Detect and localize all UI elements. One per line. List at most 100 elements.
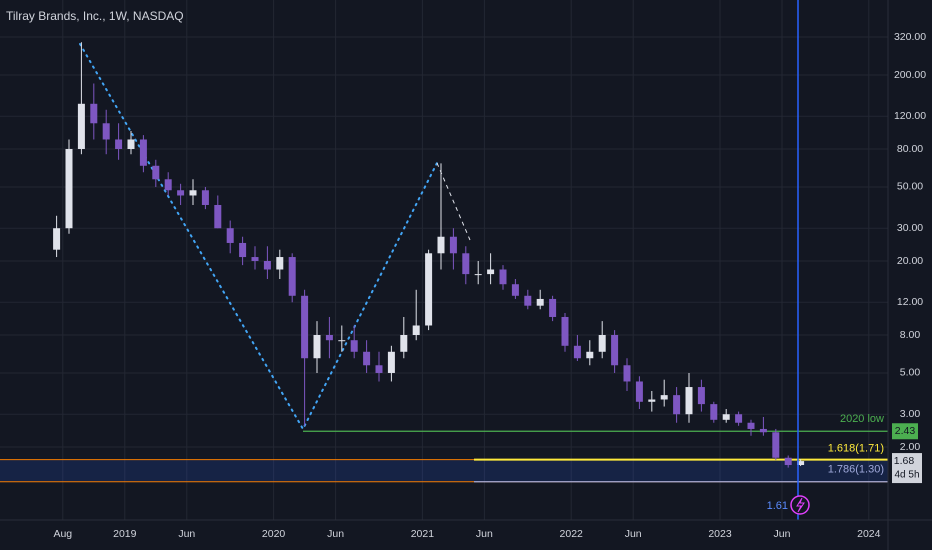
candle-body bbox=[412, 325, 420, 336]
candle-body bbox=[797, 461, 805, 466]
candle-body bbox=[387, 351, 395, 373]
y-tick-label: 120.00 bbox=[894, 110, 926, 122]
levels: 2020 low 1.618(1.71) 1.786(1.30) bbox=[0, 413, 888, 483]
candle-body bbox=[722, 414, 730, 420]
candle-body bbox=[660, 395, 668, 400]
candle-body bbox=[474, 274, 482, 276]
last-price-tag bbox=[892, 453, 922, 484]
countdown-label: 4d 5h bbox=[894, 470, 919, 481]
candle-body bbox=[325, 335, 333, 341]
candle-body bbox=[425, 253, 433, 326]
candle-body bbox=[623, 365, 631, 382]
candle-body bbox=[139, 139, 147, 166]
x-tick-label: Jun bbox=[774, 528, 791, 540]
harmonic-pattern bbox=[79, 43, 438, 432]
y-tick-label: 320.00 bbox=[894, 31, 926, 43]
x-tick-label: 2022 bbox=[560, 528, 584, 540]
candle-body bbox=[363, 351, 371, 366]
y-tick-label: 80.00 bbox=[897, 143, 923, 155]
candle-body bbox=[772, 432, 780, 458]
x-tick-label: Jun bbox=[476, 528, 493, 540]
x-tick-label: Jun bbox=[327, 528, 344, 540]
candle-body bbox=[214, 204, 222, 229]
candle-body bbox=[338, 340, 346, 342]
candle-body bbox=[511, 284, 519, 296]
y-tick-label: 12.00 bbox=[897, 296, 923, 308]
candle-body bbox=[102, 123, 110, 140]
x-tick-label: 2020 bbox=[262, 528, 286, 540]
candle-body bbox=[276, 257, 284, 270]
level-label: 2020 low bbox=[840, 413, 884, 425]
candle-body bbox=[635, 381, 643, 402]
candle-body bbox=[127, 139, 135, 149]
candle-body bbox=[400, 335, 408, 352]
y-tick-label: 2.00 bbox=[900, 441, 921, 453]
candle-body bbox=[499, 269, 507, 285]
candle-body bbox=[611, 335, 619, 366]
fib-zone bbox=[0, 459, 888, 482]
x-tick-label: 2023 bbox=[708, 528, 732, 540]
candle-body bbox=[697, 387, 705, 405]
alert-label: 1.61 bbox=[767, 500, 788, 512]
x-tick-label: 2019 bbox=[113, 528, 137, 540]
axes: 320.00 200.00 120.00 80.00 50.00 30.00 20.00 12… bbox=[53, 31, 926, 540]
y-tick-label: 8.00 bbox=[900, 329, 921, 341]
chart-title: Tilray Brands, Inc., 1W, NASDAQ bbox=[6, 9, 184, 23]
candle-body bbox=[53, 228, 61, 250]
candle-body bbox=[313, 335, 321, 359]
candle-body bbox=[735, 414, 743, 423]
y-tick-label: 5.00 bbox=[900, 367, 921, 379]
y-tick-label: 200.00 bbox=[894, 69, 926, 81]
candle-body bbox=[648, 399, 656, 402]
candle-body bbox=[673, 395, 681, 415]
candle-body bbox=[77, 103, 85, 149]
candle-body bbox=[239, 242, 247, 258]
candle-body bbox=[288, 257, 296, 296]
x-tick-label: 2021 bbox=[411, 528, 435, 540]
last-price-label: 1.68 bbox=[894, 455, 915, 467]
candle-body bbox=[573, 345, 581, 359]
candle-body bbox=[152, 165, 160, 180]
x-tick-label: Jun bbox=[625, 528, 642, 540]
candle-body bbox=[226, 228, 234, 243]
alert-icon[interactable] bbox=[790, 495, 810, 515]
level-label: 1.618(1.71) bbox=[828, 443, 884, 455]
x-tick-label: 2024 bbox=[857, 528, 881, 540]
candle-body bbox=[251, 257, 259, 261]
alert-bolt bbox=[796, 497, 805, 513]
candle-body bbox=[487, 269, 495, 275]
candle-body bbox=[549, 298, 557, 317]
candle-body bbox=[598, 335, 606, 352]
y-tick-label: 50.00 bbox=[897, 181, 923, 193]
y-tick-label: 20.00 bbox=[897, 255, 923, 267]
candle-body bbox=[90, 103, 98, 124]
candle-body bbox=[350, 340, 358, 352]
candle-body bbox=[710, 404, 718, 420]
candle-body bbox=[685, 387, 693, 415]
level-price-tag bbox=[892, 423, 918, 440]
candle-body bbox=[437, 236, 445, 254]
candle-body bbox=[375, 365, 383, 373]
candle-body bbox=[301, 295, 309, 359]
candle-body bbox=[65, 148, 73, 229]
candles bbox=[53, 42, 805, 468]
candle-body bbox=[524, 295, 532, 306]
candle-body bbox=[164, 179, 172, 191]
candle-body bbox=[747, 422, 755, 429]
projection-line bbox=[436, 162, 471, 241]
y-tick-label: 3.00 bbox=[900, 408, 921, 420]
pattern-drawing bbox=[79, 43, 471, 432]
candle-body bbox=[759, 428, 767, 433]
candle-body bbox=[115, 139, 123, 149]
y-tick-label: 30.00 bbox=[897, 222, 923, 234]
candle-body bbox=[189, 190, 197, 196]
candle-body bbox=[177, 190, 185, 196]
candle-body bbox=[784, 457, 792, 466]
candle-body bbox=[586, 351, 594, 359]
level-price-label: 2.43 bbox=[895, 425, 916, 437]
level-label: 1.786(1.30) bbox=[828, 464, 884, 476]
x-tick-label: Jun bbox=[178, 528, 195, 540]
candle-body bbox=[263, 260, 271, 270]
candle-body bbox=[201, 190, 209, 205]
